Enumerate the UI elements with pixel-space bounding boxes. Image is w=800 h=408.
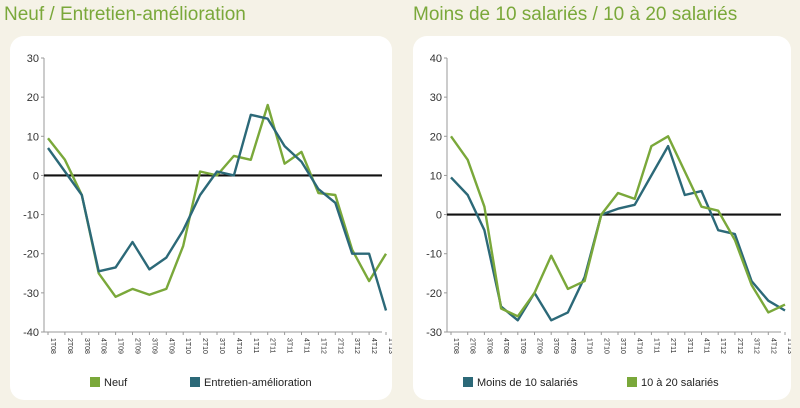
y-tick-label: 10 — [430, 170, 442, 182]
y-tick-label: -10 — [426, 249, 442, 261]
y-tick-label: -20 — [426, 288, 442, 300]
x-tick-label: 4T10 — [235, 338, 242, 354]
legend-swatch — [190, 377, 200, 387]
x-tick-label: 3T12 — [753, 338, 760, 354]
series-line-2 — [450, 135, 786, 318]
y-tick-label: -10 — [23, 210, 39, 222]
y-tick-label: -40 — [23, 327, 39, 339]
x-tick-label: 1T12 — [319, 338, 326, 354]
x-tick-label: 4T11 — [703, 338, 710, 354]
y-tick-label: -20 — [23, 249, 39, 261]
x-tick-label: 4T09 — [167, 338, 174, 354]
x-tick-label: 2T09 — [134, 338, 141, 354]
series-line-1 — [450, 144, 786, 322]
x-tick-label: 3T11 — [286, 338, 293, 354]
x-tick-label: 2T08 — [469, 338, 476, 354]
legend-label: Neuf — [104, 377, 128, 389]
chart-2-title: Moins de 10 salariés / 10 à 20 salariés — [413, 4, 738, 25]
x-tick-label: 1T10 — [586, 338, 593, 354]
series-line-1 — [47, 103, 388, 298]
y-tick-label: 10 — [27, 131, 39, 143]
x-tick-label: 3T11 — [686, 338, 693, 354]
y-tick-label: -30 — [426, 327, 442, 339]
x-tick-label: 3T09 — [150, 338, 157, 354]
x-tick-label: 1T13 — [387, 338, 392, 354]
x-tick-label: 1T11 — [252, 338, 259, 354]
x-tick-label: 3T08 — [83, 338, 90, 354]
x-tick-label: 2T10 — [602, 338, 609, 354]
legend-label: Entretien-amélioration — [204, 377, 312, 389]
x-tick-label: 1T08 — [452, 338, 459, 354]
x-tick-label: 1T09 — [117, 338, 124, 354]
y-tick-label: 20 — [430, 131, 442, 143]
x-tick-label: 4T09 — [569, 338, 576, 354]
y-tick-label: 20 — [27, 92, 39, 104]
x-tick-label: 4T08 — [502, 338, 509, 354]
x-tick-label: 3T12 — [353, 338, 360, 354]
legend-label: Moins de 10 salariés — [477, 377, 578, 389]
x-tick-label: 2T09 — [536, 338, 543, 354]
y-tick-label: 0 — [33, 170, 39, 182]
legend-label: 10 à 20 salariés — [641, 377, 719, 389]
legend-swatch — [627, 377, 637, 387]
y-tick-label: 30 — [27, 53, 39, 65]
x-tick-label: 2T10 — [201, 338, 208, 354]
y-tick-label: 0 — [436, 210, 442, 222]
x-tick-label: 1T10 — [184, 338, 191, 354]
chart-1: -40 -30 -20 -10 0 10 20 30 1T08 2T08 3T08 4T08 1T09 2… — [23, 53, 392, 389]
chart-2: -30 -20 -10 0 10 20 30 40 1T08 2T08 3T08 4T08 1T09 2T… — [426, 53, 791, 389]
x-tick-label: 3T10 — [218, 338, 225, 354]
x-tick-label: 2T12 — [336, 338, 343, 354]
x-tick-label: 4T12 — [769, 338, 776, 354]
x-tick-label: 1T09 — [519, 338, 526, 354]
x-tick-label: 3T10 — [619, 338, 626, 354]
x-tick-label: 1T12 — [719, 338, 726, 354]
x-tick-label: 3T09 — [552, 338, 559, 354]
x-tick-label: 4T08 — [100, 338, 107, 354]
x-tick-label: 4T10 — [636, 338, 643, 354]
x-tick-label: 4T12 — [370, 338, 377, 354]
y-tick-label: 40 — [430, 53, 442, 65]
x-tick-label: 1T11 — [652, 338, 659, 354]
x-tick-label: 4T11 — [303, 338, 310, 354]
legend-swatch — [463, 377, 473, 387]
x-tick-label: 2T08 — [66, 338, 73, 354]
x-tick-label: 3T08 — [485, 338, 492, 354]
chart-1-card: -40 -30 -20 -10 0 10 20 30 1T08 2T08 3T08 4T08 1T09 2… — [10, 36, 392, 400]
x-tick-label: 2T12 — [736, 338, 743, 354]
x-tick-label: 1T13 — [786, 338, 791, 354]
x-tick-label: 2T11 — [269, 338, 276, 354]
chart-1-title: Neuf / Entretien-amélioration — [4, 4, 246, 25]
x-tick-label: 1T08 — [49, 338, 56, 354]
series-line-2 — [47, 113, 388, 311]
y-tick-label: 30 — [430, 92, 442, 104]
x-tick-label: 2T11 — [669, 338, 676, 354]
legend-swatch — [90, 377, 100, 387]
y-tick-label: -30 — [23, 288, 39, 300]
chart-2-card: -30 -20 -10 0 10 20 30 40 1T08 2T08 3T08 4T08 1T09 2T… — [413, 36, 791, 400]
